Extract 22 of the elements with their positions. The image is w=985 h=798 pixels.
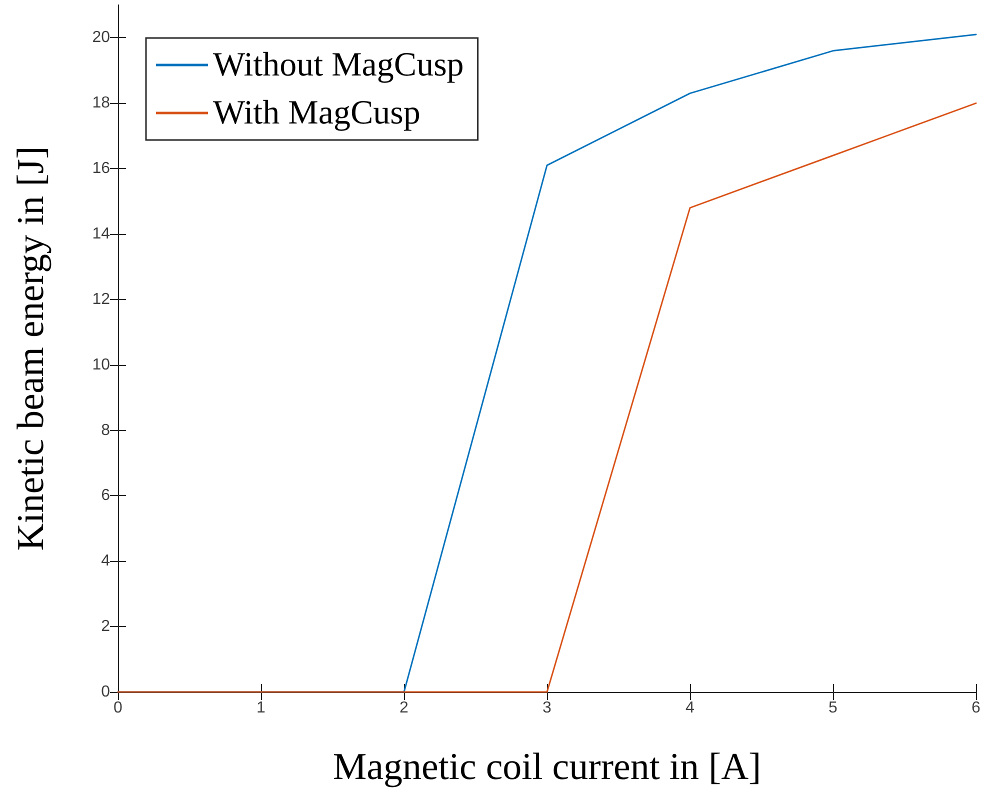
y-tick-label: 2 xyxy=(101,618,110,636)
x-tick-label: 3 xyxy=(542,700,552,716)
y-axis-title: Kinetic beam energy in [J] xyxy=(10,146,52,551)
y-tick-label: 4 xyxy=(101,552,110,570)
x-tick-label: 6 xyxy=(972,700,981,716)
y-tick-label: 14 xyxy=(92,226,110,242)
x-tick-label: 0 xyxy=(114,700,123,716)
x-axis-title: Magnetic coil current in [A] xyxy=(332,746,762,788)
x-tick-label: 2 xyxy=(400,700,409,716)
x-tick-label: 5 xyxy=(828,700,838,716)
y-tick-label: 6 xyxy=(101,487,110,504)
legend-label: Without MagCusp xyxy=(213,46,464,84)
y-tick-label: 18 xyxy=(92,94,110,112)
x-tick-label: 1 xyxy=(256,700,266,716)
y-tick-label: 8 xyxy=(101,422,110,439)
y-tick-label: 20 xyxy=(92,29,110,46)
y-tick-label: 12 xyxy=(92,290,110,308)
x-tick-label: 4 xyxy=(686,700,695,716)
y-tick-label: 16 xyxy=(92,160,110,178)
y-tick-label: 0 xyxy=(101,684,110,700)
y-tick-label: 10 xyxy=(92,356,110,374)
legend-label: With MagCusp xyxy=(213,94,420,132)
